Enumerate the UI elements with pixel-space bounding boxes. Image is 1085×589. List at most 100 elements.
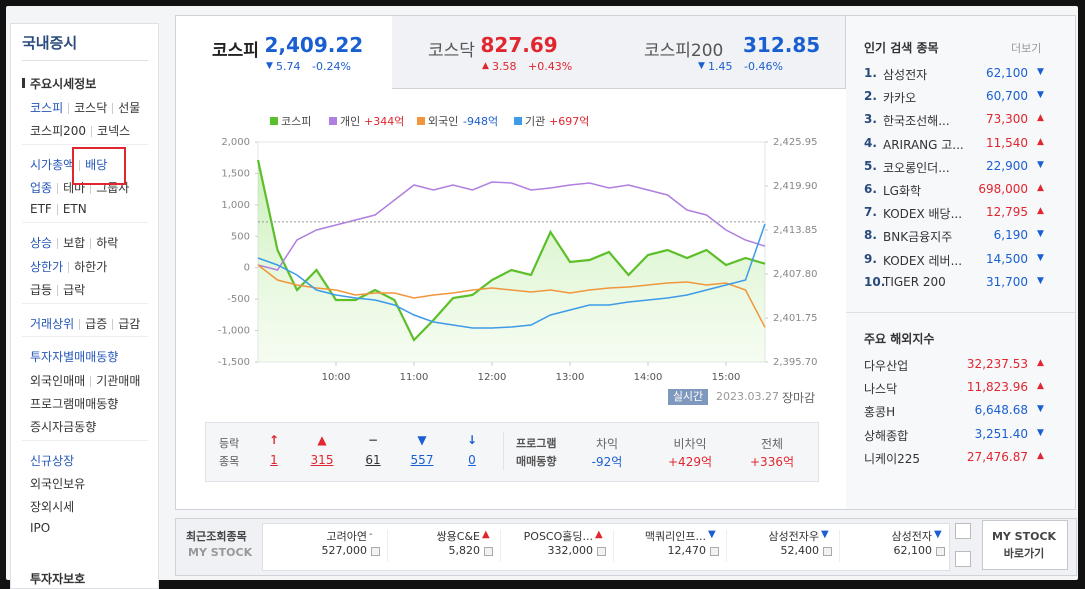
breadth-value[interactable]: 0 [468, 453, 476, 467]
stock-name[interactable]: 삼성전자 [883, 68, 928, 82]
menu-row: ETF ETN [30, 202, 87, 216]
tab[interactable] [176, 16, 393, 88]
recent-remove[interactable] [936, 547, 945, 556]
recent-remove[interactable] [371, 547, 380, 556]
breadth-value[interactable]: 557 [410, 453, 434, 467]
menu-link[interactable]: 장외시세 [30, 500, 75, 514]
menu-link[interactable]: 투자자별매매동향 [30, 350, 119, 364]
menu-link[interactable]: 급감 [118, 317, 141, 331]
stock-name[interactable]: 카카오 [883, 91, 917, 106]
program-title: 매매동향 [516, 455, 557, 468]
tab-dir: ▼ [266, 61, 273, 71]
menu-link[interactable]: IPO [30, 521, 51, 535]
recent-remove[interactable] [823, 547, 832, 556]
stock-price: 11,540 [986, 135, 1028, 150]
recent-title: 최근조회종목 [186, 530, 247, 543]
menu-link[interactable]: 외국인보유 [30, 477, 86, 491]
stock-name[interactable]: KODEX 레버... [883, 253, 963, 268]
menu-link[interactable]: 하락 [96, 236, 119, 250]
recent-name[interactable]: 고려아연 [326, 530, 367, 543]
menu-link[interactable]: 선물 [118, 101, 141, 115]
y2-tick-label: 2,407.80 [773, 269, 818, 280]
section-heading[interactable]: 주요시세정보 [30, 77, 97, 91]
menu-link[interactable]: 코넥스 [97, 124, 131, 138]
tab[interactable] [392, 16, 609, 89]
menu-link[interactable]: 프로그램매매동향 [30, 397, 119, 411]
breadth-value[interactable]: 61 [365, 453, 381, 467]
recent-name[interactable]: 삼성전자우 [768, 530, 819, 543]
stock-name[interactable]: ARIRANG 고... [883, 137, 964, 152]
tab-value: 827.69 [480, 33, 558, 57]
recent-name[interactable]: POSCO홀딩... [523, 530, 593, 543]
tab[interactable] [608, 16, 846, 89]
stock-name[interactable]: 한국조선해... [883, 114, 950, 129]
menu-link[interactable]: 기관매매 [96, 374, 141, 388]
legend-label: 코스피 [281, 115, 311, 128]
area [258, 160, 765, 362]
series-line [257, 223, 766, 329]
index-name[interactable]: 니케이225 [864, 451, 921, 466]
menu-link[interactable]: 외국인매매 [30, 374, 86, 388]
rank: 5. [864, 158, 877, 173]
recent-remove[interactable] [484, 547, 493, 556]
tab-name[interactable]: 코스피 [212, 41, 259, 61]
mystock-button-label[interactable]: MY STOCK [991, 530, 1057, 543]
menu-link[interactable]: 상한가 [30, 260, 64, 274]
breadth-value[interactable]: 1 [270, 453, 278, 467]
popular-more[interactable]: 더보기 [1011, 42, 1042, 55]
tab-name[interactable]: 코스피200 [644, 41, 724, 61]
menu-link[interactable]: 급등 [30, 283, 53, 297]
sidebar-title: 국내증시 [22, 34, 78, 52]
stock-name[interactable]: BNK금융지주 [883, 230, 953, 245]
index-name[interactable]: 상해종합 [864, 428, 909, 443]
recent-price: 527,000 [321, 544, 368, 557]
recent-remove[interactable] [710, 547, 719, 556]
menu-link[interactable]: 업종 [30, 181, 53, 195]
index-value: 6,648.68 [974, 403, 1028, 418]
breadth-value[interactable]: 315 [310, 453, 334, 467]
scroll-up[interactable] [955, 523, 971, 539]
menu-link[interactable]: 증시자금동향 [30, 420, 97, 434]
menu-link[interactable]: 시가총액 [30, 158, 75, 172]
separator [57, 285, 59, 296]
recent-name[interactable]: 맥쿼리인프... [644, 530, 706, 543]
recent-price: 62,100 [893, 544, 933, 557]
menu-link[interactable]: 신규상장 [30, 454, 75, 468]
sidebar-footer[interactable]: 투자자보호 [30, 572, 86, 586]
recent-name[interactable]: 삼성전자 [891, 530, 932, 543]
mystock-button[interactable] [982, 520, 1068, 570]
program-label: 전체 [760, 437, 784, 451]
menu-link[interactable]: 급증 [85, 317, 108, 331]
scroll-down[interactable] [955, 551, 971, 567]
menu-link[interactable]: ETN [62, 202, 87, 216]
index-name[interactable]: 홍콩H [864, 405, 896, 420]
menu-link[interactable]: 급락 [63, 283, 86, 297]
menu-link[interactable]: ETF [30, 202, 52, 216]
menu-link[interactable]: 코스피 [30, 101, 64, 115]
index-name[interactable]: 다우산업 [864, 359, 909, 373]
tab-name[interactable]: 코스닥 [428, 41, 475, 61]
stock-name[interactable]: LG화학 [883, 184, 922, 198]
recent-name[interactable]: 쌍용C&E [436, 530, 480, 543]
menu-link[interactable]: 거래상위 [30, 317, 75, 331]
stock-name[interactable]: TIGER 200 [883, 274, 946, 289]
recent-remove[interactable] [597, 547, 606, 556]
menu-link[interactable]: 상승 [30, 236, 53, 250]
program-label: 차익 [595, 437, 619, 451]
menu-link[interactable]: 하한가 [74, 260, 108, 274]
stock-name[interactable]: KODEX 배당... [883, 207, 963, 222]
rank: 6. [864, 182, 877, 196]
menu-link[interactable]: 배당 [85, 158, 108, 172]
index-name[interactable]: 나스닥 [864, 382, 898, 397]
stats-box [205, 422, 819, 482]
stock-dir: ▼ [1037, 159, 1044, 170]
menu-link[interactable]: 보합 [63, 236, 86, 250]
stock-name[interactable]: 코오롱인더... [883, 160, 950, 175]
menu-link[interactable]: 코스닥 [74, 101, 108, 115]
divider [503, 432, 504, 470]
section-rule [22, 336, 148, 337]
menu-row: 상승 보합 하락 [30, 234, 118, 251]
mystock-button-label[interactable]: 바로가기 [1003, 547, 1045, 560]
menu-link[interactable]: 코스피200 [30, 124, 87, 138]
